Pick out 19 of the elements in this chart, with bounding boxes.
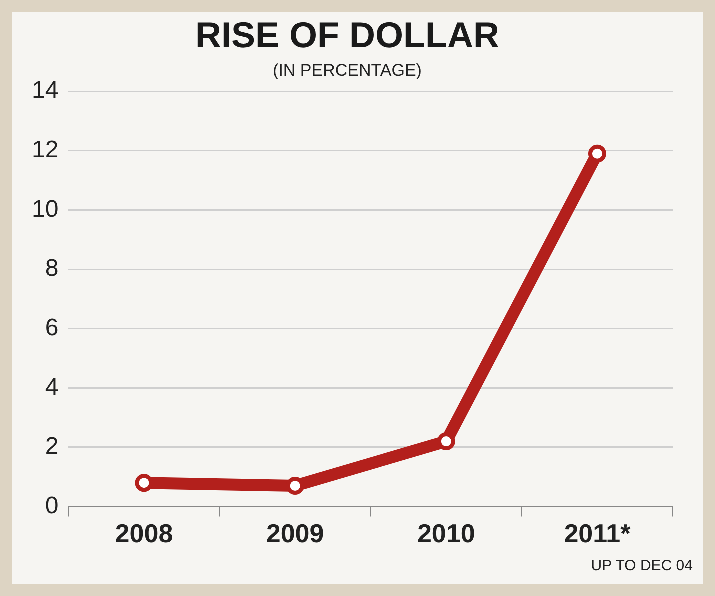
point: [588, 144, 606, 163]
x-tick-label: 2011*: [564, 518, 632, 549]
text: UP TO DEC 04: [591, 558, 693, 575]
chart-subtitle: (IN PERCENTAGE): [273, 61, 422, 80]
y-tick-label: 6: [45, 314, 59, 342]
point: [286, 477, 304, 496]
y-tick-label: 4: [45, 374, 59, 401]
chart-title: RISE OF DOLLAR: [196, 14, 500, 56]
x-tick-label: 2010: [417, 518, 476, 549]
x-tick-label: 2008: [115, 518, 174, 549]
y-tick-label: 2: [45, 433, 59, 460]
y-tick-label: 0: [45, 492, 59, 520]
x-tick-label: 2009: [266, 518, 324, 549]
y-tick-label: 12: [32, 136, 59, 164]
y-tick-label: 8: [45, 255, 59, 282]
y-tick-label: 14: [32, 77, 59, 104]
point: [135, 474, 154, 492]
y-tick-label: 10: [32, 196, 59, 223]
point: [437, 432, 456, 451]
